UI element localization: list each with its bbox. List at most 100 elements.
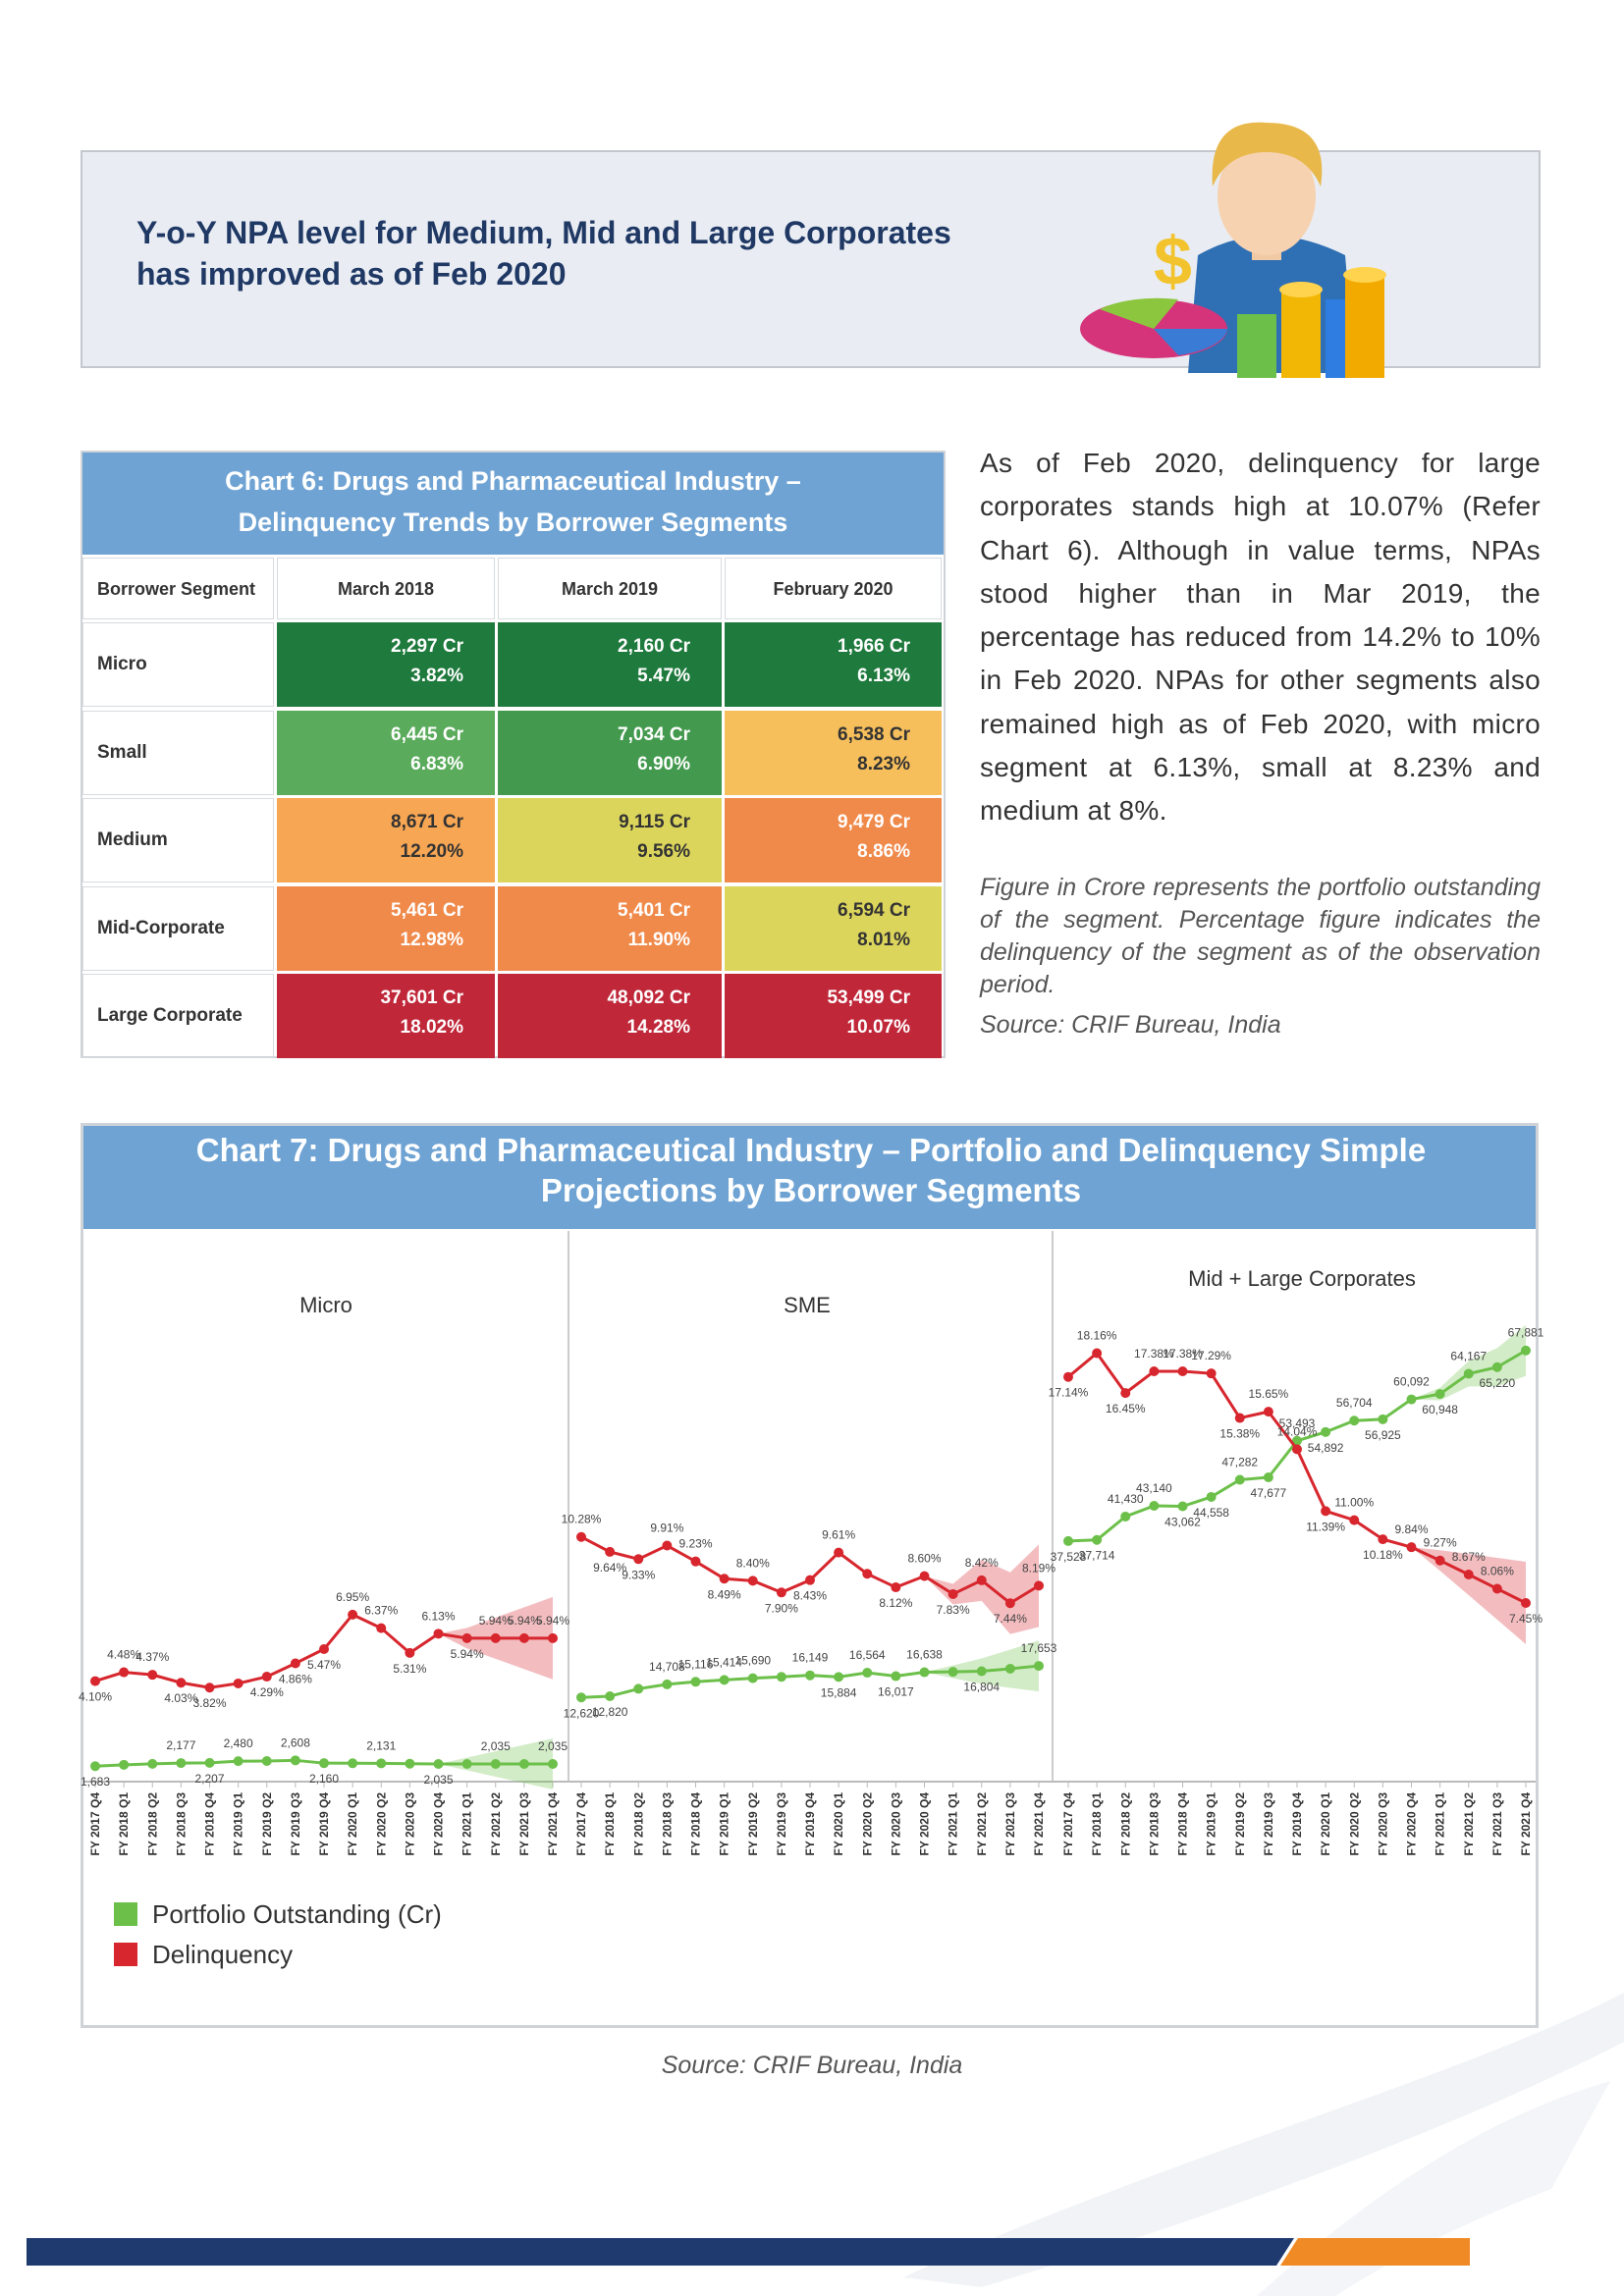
paragraph: As of Feb 2020, delinquency for large co… — [980, 448, 1541, 827]
table-cell: 8,671 Cr 12.20% — [277, 798, 495, 882]
data-label: 6.13% — [421, 1609, 455, 1623]
note: Figure in Crore represents the portfolio… — [980, 874, 1541, 998]
chart7-title: Projections by Borrower Segments — [541, 1172, 1081, 1208]
data-label: 8.06% — [1481, 1564, 1514, 1577]
x-tick-label: FY 2018 Q4 — [689, 1792, 703, 1856]
series-point — [1491, 1362, 1502, 1372]
cell-portfolio: 2,160 Cr — [618, 636, 690, 657]
series-point — [1406, 1542, 1417, 1553]
series-point — [461, 1758, 472, 1769]
series-point — [1234, 1474, 1245, 1485]
data-label: 67,881 — [1508, 1326, 1544, 1340]
row-header: Medium — [82, 798, 274, 882]
table-cell: 37,601 Cr 18.02% — [277, 974, 495, 1058]
cell-npa: 11.90% — [627, 929, 690, 950]
data-label: 7.44% — [994, 1612, 1027, 1626]
x-tick-label: FY 2019 Q1 — [718, 1792, 731, 1856]
table-cell: 2,297 Cr 3.82% — [277, 622, 495, 707]
series-point — [947, 1667, 958, 1678]
series-point — [1292, 1444, 1302, 1455]
data-label: 17.14% — [1049, 1386, 1089, 1400]
data-label: 16,564 — [849, 1648, 886, 1662]
x-tick-label: FY 2019 Q2 — [746, 1792, 760, 1856]
data-label: 16,017 — [878, 1685, 914, 1699]
series-point — [490, 1632, 501, 1643]
series-point — [976, 1666, 987, 1677]
series-point — [1004, 1598, 1015, 1609]
series-point — [433, 1629, 444, 1639]
data-label: 14,708 — [649, 1660, 685, 1674]
data-label: 2,480 — [224, 1736, 253, 1750]
data-label: 11.39% — [1306, 1520, 1345, 1533]
data-label: 15.38% — [1219, 1427, 1260, 1441]
cell-npa: 5.47% — [637, 666, 690, 686]
data-label: 8.42% — [965, 1556, 999, 1570]
x-tick-label: FY 2018 Q3 — [174, 1792, 188, 1856]
panel-title: Mid + Large Corporates — [1188, 1266, 1416, 1291]
data-label: 15.65% — [1249, 1387, 1289, 1401]
x-tick-label: FY 2021 Q1 — [947, 1792, 960, 1856]
x-tick-label: FY 2020 Q1 — [1319, 1792, 1332, 1856]
series-point — [919, 1667, 930, 1678]
row-header: Micro — [82, 622, 274, 707]
data-label: 7.45% — [1509, 1612, 1543, 1626]
data-label: 17.38% — [1134, 1347, 1174, 1361]
data-label: 8.12% — [879, 1596, 912, 1610]
x-tick-label: FY 2021 Q2 — [975, 1792, 989, 1856]
cell-portfolio: 48,092 Cr — [607, 988, 690, 1008]
cell-portfolio: 6,538 Cr — [838, 723, 910, 745]
data-label: 3.82% — [192, 1696, 226, 1710]
data-label: 47,282 — [1221, 1456, 1258, 1469]
data-label: 16.45% — [1106, 1402, 1146, 1415]
chart7-header — [83, 1126, 1536, 1229]
cell-portfolio: 5,401 Cr — [618, 899, 690, 921]
x-tick-label: FY 2018 Q3 — [1147, 1792, 1161, 1856]
x-tick-label: FY 2019 Q2 — [260, 1792, 274, 1856]
data-label: 12,820 — [592, 1705, 628, 1719]
row-header: Large Corporate — [82, 974, 274, 1058]
cell-npa: 6.83% — [410, 753, 463, 774]
cell-npa: 14.28% — [626, 1017, 690, 1038]
header-title: has improved as of Feb 2020 — [136, 256, 567, 292]
series-point — [90, 1761, 100, 1772]
series-point — [1321, 1426, 1331, 1437]
series-point — [1063, 1535, 1073, 1546]
x-tick-label: FY 2021 Q2 — [489, 1792, 503, 1856]
series-point — [605, 1546, 616, 1557]
series-point — [891, 1671, 901, 1682]
cell-npa: 8.23% — [857, 753, 910, 774]
series-group: 1,683 2,177 2,207 2,480 2,608 2,160 2,131 2,035… — [79, 1590, 569, 1789]
series-point — [1349, 1415, 1360, 1426]
series-point — [747, 1673, 758, 1683]
x-tick-label: FY 2021 Q3 — [517, 1792, 531, 1856]
cell-npa: 8.01% — [857, 929, 910, 950]
data-label: 17.38% — [1163, 1347, 1203, 1361]
chart7-title: Chart 7: Drugs and Pharmaceutical Indust… — [196, 1132, 1426, 1168]
series-point — [1034, 1580, 1044, 1591]
cell-npa: 3.82% — [410, 666, 463, 686]
series-point — [1292, 1435, 1302, 1446]
series-point — [147, 1670, 158, 1681]
row-header: Small — [82, 710, 274, 795]
table-cell: 5,401 Cr 11.90% — [498, 885, 722, 971]
data-label: 65,220 — [1480, 1376, 1516, 1390]
data-label: 9.84% — [1394, 1522, 1428, 1536]
data-label: 2,207 — [194, 1772, 224, 1786]
x-tick-label: FY 2019 Q4 — [803, 1792, 817, 1856]
series-point — [576, 1692, 586, 1703]
series-point — [204, 1682, 215, 1693]
data-label: 9.23% — [678, 1537, 712, 1551]
data-label: 37,714 — [1079, 1549, 1115, 1563]
series-point — [1206, 1491, 1217, 1502]
data-label: 9.61% — [822, 1528, 855, 1542]
series-point — [490, 1758, 501, 1769]
column-header: February 2020 — [725, 558, 942, 619]
x-tick-label: FY 2017 Q4 — [88, 1792, 102, 1856]
data-label: 16,149 — [792, 1651, 829, 1665]
data-label: 15,884 — [821, 1685, 857, 1699]
x-tick-label: FY 2021 Q1 — [1434, 1792, 1447, 1856]
data-label: 15,690 — [734, 1654, 771, 1668]
table-cell: 7,034 Cr 6.90% — [498, 710, 722, 795]
x-tick-label: FY 2021 Q3 — [1490, 1792, 1504, 1856]
cell-portfolio: 6,594 Cr — [838, 899, 910, 921]
